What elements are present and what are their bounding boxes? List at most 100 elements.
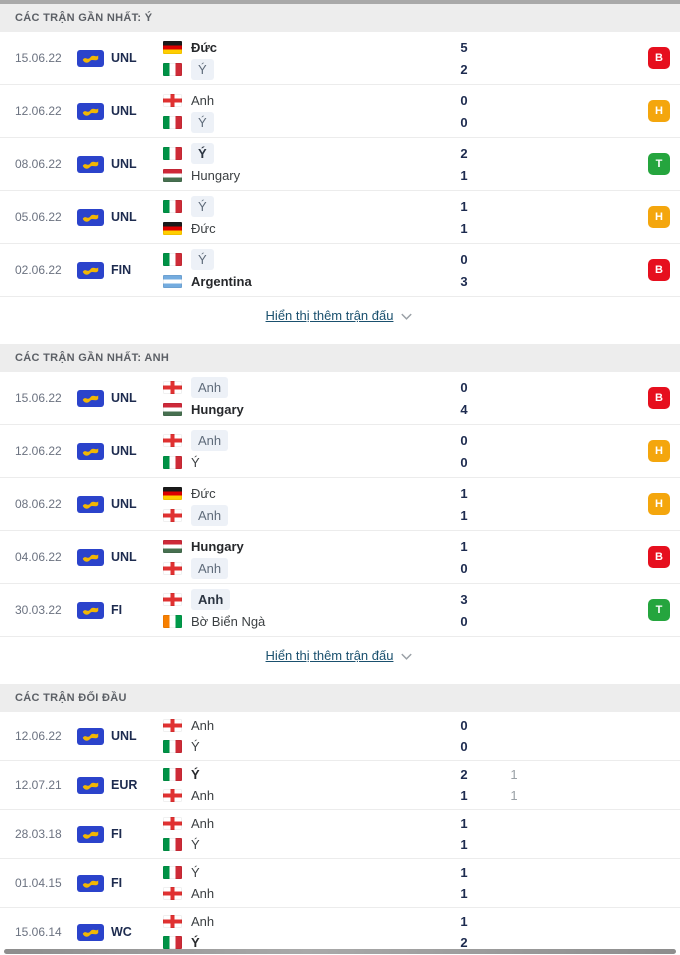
match-date: 01.04.15 — [15, 876, 62, 890]
team-score: 5 — [460, 39, 468, 55]
teams-cell: Anh 0 Hungary 4 — [163, 376, 680, 420]
team-name: Anh — [191, 886, 215, 901]
match-date: 15.06.14 — [15, 925, 62, 939]
match-rows: 12.06.22 UNL Anh 0 Ý 0 — [0, 712, 680, 955]
match-date: 12.06.22 — [15, 444, 62, 458]
matches-section: CÁC TRẬN ĐỐI ĐẦU 12.06.22 UNL Anh 0 Ý 0 — [0, 684, 680, 955]
team-score: 1 — [460, 816, 468, 831]
show-more-link[interactable]: Hiển thị thêm trận đấu — [266, 307, 415, 324]
team-line-home: Ý 1 — [163, 862, 680, 883]
team-line-home: Anh 1 — [163, 813, 680, 834]
result-badge: B — [648, 387, 670, 409]
competition-cell: UNL — [77, 727, 163, 745]
team-name: Ý — [191, 248, 214, 270]
team-score: 1 — [460, 865, 468, 880]
match-row[interactable]: 12.07.21 EUR Ý 2 1 Anh 1 1 — [0, 761, 680, 810]
team-line-home: Anh 0 — [163, 376, 680, 398]
team-line-away: Anh 1 — [163, 504, 680, 526]
show-more-link[interactable]: Hiển thị thêm trận đấu — [266, 647, 415, 664]
match-row[interactable]: 15.06.22 UNL Anh 0 Hungary 4 B — [0, 372, 680, 425]
team-line-away: Anh 1 1 — [163, 785, 680, 806]
flag-icon-de — [163, 221, 182, 235]
competition-cell: FI — [77, 874, 163, 892]
result-badge: B — [648, 259, 670, 281]
match-date: 12.07.21 — [15, 778, 62, 792]
match-rows: 15.06.22 UNL Anh 0 Hungary 4 B — [0, 372, 680, 637]
flag-icon-hu — [163, 168, 182, 182]
result-badge: H — [648, 206, 670, 228]
show-more-row: Hiển thị thêm trận đấu — [0, 637, 680, 676]
team-score: 3 — [460, 273, 468, 289]
flag-icon-en — [163, 817, 182, 830]
competition-code: UNL — [111, 51, 137, 65]
team-line-away: Ý 2 — [163, 58, 680, 80]
team-name: Hungary — [191, 401, 244, 417]
match-rows: 15.06.22 UNL Đức 5 Ý 2 B — [0, 32, 680, 297]
team-score: 0 — [460, 560, 468, 576]
team-line-home: Ý 2 1 — [163, 764, 680, 785]
match-date: 15.06.22 — [15, 51, 62, 65]
team-score: 2 — [460, 61, 468, 77]
match-row[interactable]: 30.03.22 FI Anh 3 Bờ Biển Ngà 0 — [0, 584, 680, 637]
competition-code: WC — [111, 925, 132, 939]
horizontal-scrollbar-thumb[interactable] — [4, 949, 676, 954]
flag-icon-hu — [163, 539, 182, 553]
team-name: Ý — [191, 111, 214, 133]
match-row[interactable]: 12.06.22 UNL Anh 0 Ý 0 H — [0, 425, 680, 478]
team-name: Anh — [191, 788, 215, 803]
team-line-away: Ý 2 — [163, 932, 680, 953]
match-row[interactable]: 15.06.14 WC Anh 1 Ý 2 — [0, 908, 680, 955]
match-row[interactable]: 08.06.22 UNL Đức 1 Anh 1 H — [0, 478, 680, 531]
team-name: Anh — [191, 816, 215, 831]
team-score: 2 — [460, 145, 468, 161]
flag-icon-en — [163, 508, 182, 522]
match-row[interactable]: 04.06.22 UNL Hungary 1 Anh 0 B — [0, 531, 680, 584]
competition-cell: UNL — [77, 495, 163, 513]
section-header: CÁC TRẬN GẦN NHẤT: ANH — [0, 344, 680, 372]
team-name: Anh — [191, 588, 231, 610]
team-line-away: Ý 0 — [163, 111, 680, 133]
competition-cell: EUR — [77, 776, 163, 794]
flag-icon-ar — [163, 274, 182, 288]
team-score: 4 — [460, 401, 468, 417]
team-score: 0 — [460, 251, 468, 267]
flag-icon-en — [163, 887, 182, 900]
competition-cell: FI — [77, 825, 163, 843]
match-row[interactable]: 15.06.22 UNL Đức 5 Ý 2 B — [0, 32, 680, 85]
team-name: Anh — [191, 504, 229, 526]
match-row[interactable]: 12.06.22 UNL Anh 0 Ý 0 — [0, 712, 680, 761]
competition-code: FI — [111, 876, 123, 890]
flag-icon-en — [163, 719, 182, 732]
team-score: 0 — [460, 92, 468, 108]
match-row[interactable]: 01.04.15 FI Ý 1 Anh 1 — [0, 859, 680, 908]
team-name: Anh — [191, 914, 215, 929]
team-name: Đức — [191, 485, 216, 501]
team-name: Argentina — [191, 273, 252, 289]
team-score: 3 — [460, 591, 468, 607]
match-row[interactable]: 12.06.22 UNL Anh 0 Ý 0 H — [0, 85, 680, 138]
team-score: 1 — [460, 507, 468, 523]
match-row[interactable]: 02.06.22 FIN Ý 0 Argentina 3 B — [0, 244, 680, 297]
team-score: 0 — [460, 613, 468, 629]
flag-icon-ci — [163, 614, 182, 628]
match-row[interactable]: 28.03.18 FI Anh 1 Ý 1 — [0, 810, 680, 859]
teams-cell: Anh 1 Ý 2 — [163, 911, 680, 953]
flag-icon-en — [163, 789, 182, 802]
team-line-away: Ý 0 — [163, 451, 680, 473]
show-more-label: Hiển thị thêm trận đấu — [265, 648, 394, 663]
team-line-home: Đức 1 — [163, 482, 680, 504]
flag-icon-en — [163, 380, 182, 394]
match-date: 08.06.22 — [15, 497, 62, 511]
teams-cell: Đức 1 Anh 1 — [163, 482, 680, 526]
match-row[interactable]: 08.06.22 UNL Ý 2 Hungary 1 T — [0, 138, 680, 191]
team-line-home: Anh 0 — [163, 89, 680, 111]
team-name: Ý — [191, 837, 200, 852]
show-more-label: Hiển thị thêm trận đấu — [265, 308, 394, 323]
competition-logo-icon — [77, 155, 104, 173]
team-score: 1 — [460, 198, 468, 214]
result-badge: H — [648, 493, 670, 515]
competition-logo-icon — [77, 261, 104, 279]
match-date: 28.03.18 — [15, 827, 62, 841]
teams-cell: Hungary 1 Anh 0 — [163, 535, 680, 579]
match-row[interactable]: 05.06.22 UNL Ý 1 Đức 1 H — [0, 191, 680, 244]
